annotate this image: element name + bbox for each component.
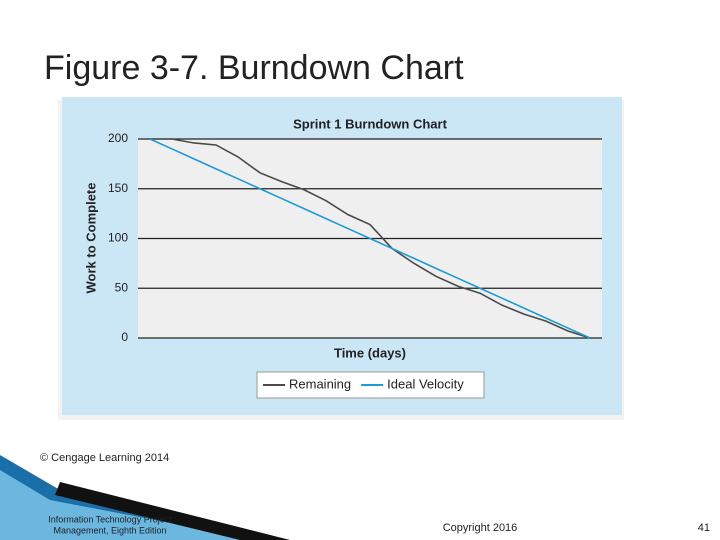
chart-title: Sprint 1 Burndown Chart xyxy=(293,116,448,131)
y-tick-label: 0 xyxy=(121,330,128,344)
series-line xyxy=(149,138,591,339)
legend-label: Remaining xyxy=(289,376,351,391)
y-tick-label: 100 xyxy=(108,231,128,245)
decor-shape xyxy=(0,470,260,540)
y-tick-label: 50 xyxy=(115,280,129,294)
page-number: 41 xyxy=(698,522,710,534)
y-tick-label: 200 xyxy=(108,131,128,145)
x-axis-label: Time (days) xyxy=(334,345,406,360)
footer-source: Information Technology Project xyxy=(48,514,172,524)
legend-box xyxy=(256,371,485,399)
decor-stripe xyxy=(55,482,290,540)
legend-label: Ideal Velocity xyxy=(387,376,464,391)
y-tick-label: 150 xyxy=(108,181,128,195)
y-axis-label: Work to Complete xyxy=(83,183,98,294)
footer-copyright: Copyright 2016 xyxy=(443,522,518,534)
footer-source: Management, Eighth Edition xyxy=(53,525,166,535)
credit: © Cengage Learning 2014 xyxy=(40,452,169,464)
series-line xyxy=(150,138,591,339)
slide-title: Figure 3-7. Burndown Chart xyxy=(44,49,464,87)
